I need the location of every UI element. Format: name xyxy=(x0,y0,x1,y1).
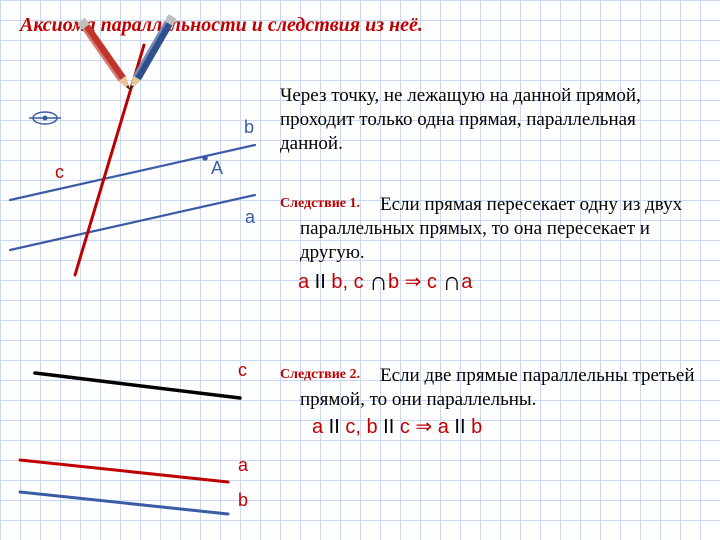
label-b1: b xyxy=(244,117,254,138)
label-a1: a xyxy=(245,207,255,228)
label-b2: b xyxy=(238,490,248,511)
label-c2: c xyxy=(238,360,247,381)
label-a2: a xyxy=(238,455,248,476)
diagram2 xyxy=(0,0,720,540)
label-A: А xyxy=(211,158,223,179)
label-c1: c xyxy=(55,162,64,183)
